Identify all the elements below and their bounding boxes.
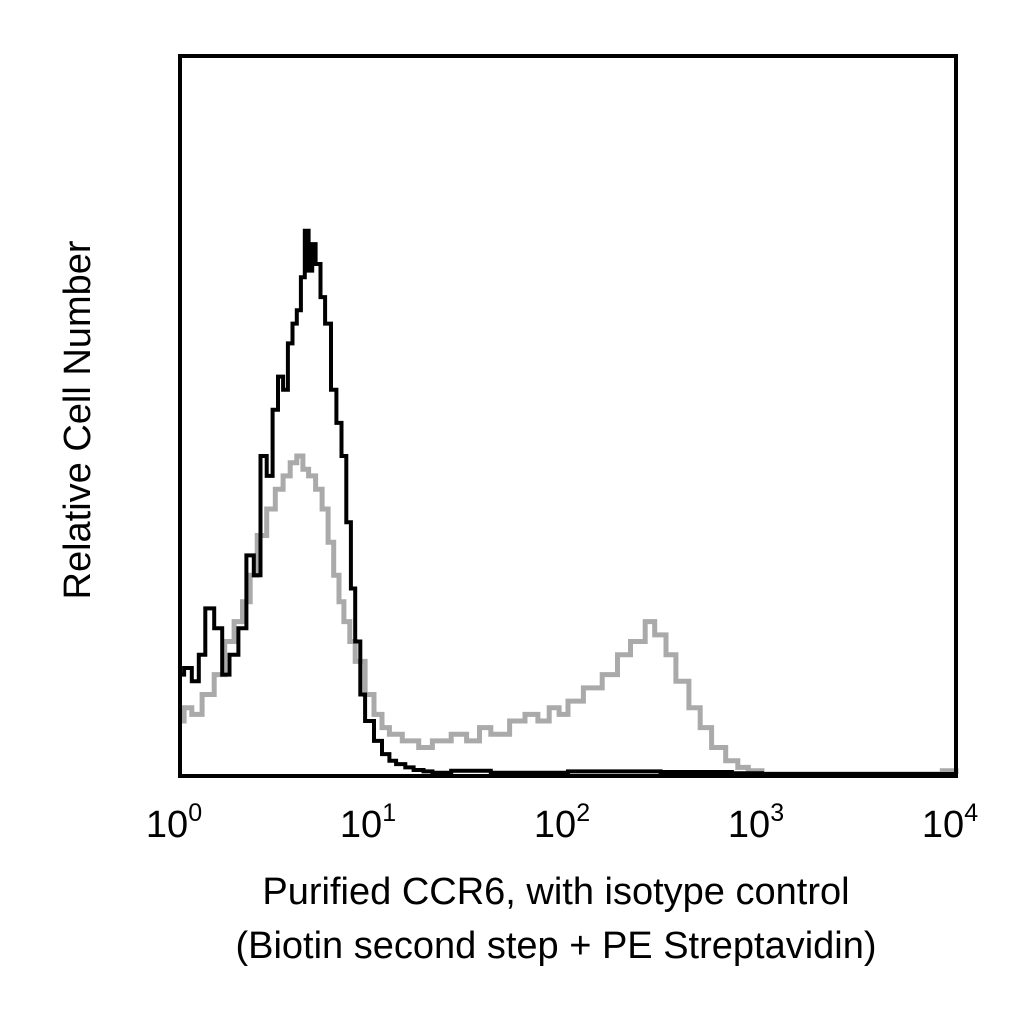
x-tick-exponent: 0 (188, 799, 202, 827)
x-axis-title-line-2: (Biotin second step + PE Streptavidin) (235, 925, 876, 967)
x-tick-base: 10 (340, 804, 382, 846)
x-tick-base: 10 (922, 804, 964, 846)
x-tick-exponent: 1 (382, 799, 396, 827)
x-tick-label-2: 102 (534, 799, 590, 846)
x-tick-base: 10 (146, 804, 188, 846)
series-layer (180, 228, 959, 777)
x-tick-label-3: 103 (728, 799, 784, 846)
x-tick-label-1: 101 (340, 799, 396, 846)
x-tick-label-4: 104 (922, 799, 978, 846)
x-tick-exponent: 3 (770, 799, 784, 827)
x-axis-title-line-1: Purified CCR6, with isotype control (262, 871, 849, 913)
y-axis-title: Relative Cell Number (57, 240, 99, 599)
x-tick-exponent: 4 (964, 799, 978, 827)
x-tick-base: 10 (728, 804, 770, 846)
x-tick-label-0: 100 (146, 799, 202, 846)
x-tick-base: 10 (534, 804, 576, 846)
x-tick-exponent: 2 (576, 799, 590, 827)
plot-frame (178, 54, 958, 778)
histogram-series-2 (180, 453, 959, 777)
histogram-series-1 (180, 228, 956, 776)
x-tick-labels: 100 101 102 103 104 (146, 799, 978, 846)
